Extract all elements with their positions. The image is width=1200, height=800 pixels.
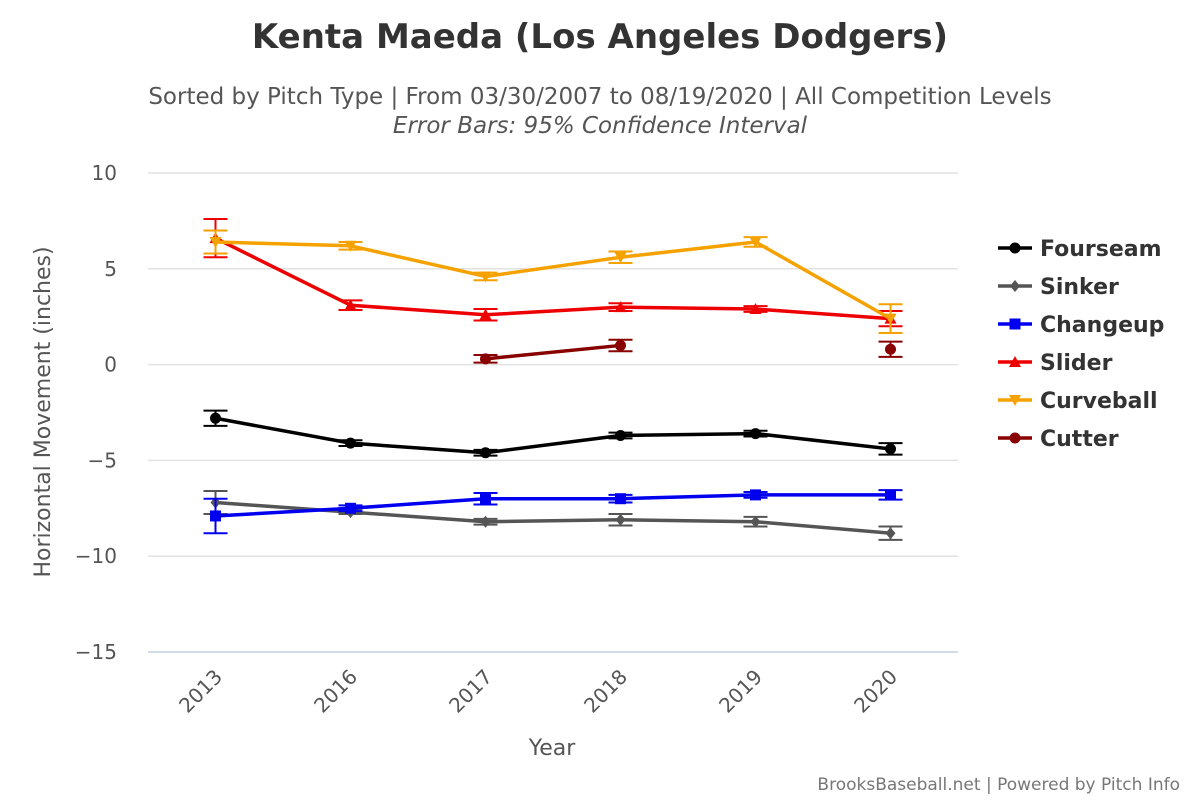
credits[interactable]: BrooksBaseball.net | Powered by Pitch In… [817, 775, 1180, 795]
cutter-point[interactable] [480, 353, 491, 365]
legend-item-slider[interactable]: Slider [998, 351, 1113, 376]
y-tick-label: −10 [75, 544, 117, 568]
changeup-point[interactable] [210, 510, 221, 522]
y-tick-label: 5 [104, 257, 117, 281]
legend-marker[interactable] [1010, 280, 1020, 292]
x-tick-label: 2016 [309, 665, 362, 718]
legend-marker[interactable] [1009, 356, 1021, 367]
sinker-point[interactable] [750, 515, 761, 528]
slider-point[interactable] [614, 301, 627, 313]
y-tick-label: 0 [104, 353, 117, 377]
changeup-point[interactable] [345, 502, 356, 514]
legend-marker[interactable] [1009, 432, 1021, 444]
slider-point[interactable] [344, 299, 357, 311]
changeup-point[interactable] [480, 493, 491, 505]
x-tick-label: 2013 [174, 665, 227, 718]
curveball-point[interactable] [209, 236, 222, 248]
curveball-point[interactable] [614, 252, 627, 264]
legend-label: Sinker [1040, 275, 1119, 300]
sinker-line [215, 500, 891, 535]
changeup-point[interactable] [750, 489, 761, 501]
fourseam-line [215, 416, 891, 455]
legend-item-sinker[interactable]: Sinker [998, 275, 1119, 300]
curveball-point[interactable] [344, 240, 357, 252]
curveball-point[interactable] [749, 236, 762, 248]
fourseam-point[interactable] [345, 437, 356, 449]
legend-label: Cutter [1040, 427, 1119, 452]
chart-subtitle-error-bars: Error Bars: 95% Confidence Interval [393, 113, 808, 139]
fourseam-point[interactable] [885, 443, 896, 455]
fourseam-point[interactable] [480, 447, 491, 459]
series-changeup [203, 489, 903, 535]
chart-title: Kenta Maeda (Los Angeles Dodgers) [252, 17, 948, 57]
changeup-point[interactable] [885, 489, 896, 501]
y-tick-label: 10 [92, 161, 117, 185]
grid [148, 172, 958, 653]
series-cutter [473, 338, 903, 365]
sinker-point[interactable] [885, 527, 896, 540]
slider-line [214, 236, 891, 321]
legend-label: Curveball [1040, 389, 1158, 414]
series-curveball [203, 229, 903, 334]
y-axis-title: Horizontal Movement (inches) [31, 246, 56, 577]
sinker-point[interactable] [615, 513, 626, 526]
x-axis-ticks: 2013 2016 2017 2018 2019 2020 [174, 665, 902, 718]
cutter-point[interactable] [885, 343, 896, 355]
fourseam-point[interactable] [210, 412, 221, 424]
fourseam-point[interactable] [615, 429, 626, 441]
legend-marker[interactable] [1009, 395, 1021, 406]
curveball-line [215, 240, 892, 321]
x-tick-label: 2019 [714, 665, 767, 718]
series-layer [203, 217, 903, 541]
legend-marker[interactable] [1009, 242, 1021, 254]
legend-label: Slider [1040, 351, 1113, 376]
slider-point[interactable] [749, 303, 762, 315]
changeup-line [215, 493, 891, 518]
legend-item-fourseam[interactable]: Fourseam [998, 237, 1162, 262]
series-fourseam [203, 409, 903, 459]
chart-subtitle: Sorted by Pitch Type | From 03/30/2007 t… [148, 84, 1051, 110]
curveball-point[interactable] [884, 313, 897, 325]
legend-label: Changeup [1040, 313, 1164, 338]
slider-point[interactable] [479, 308, 492, 320]
changeup-point[interactable] [615, 493, 626, 505]
y-axis-ticks: 10 5 0 −5 −10 −15 [75, 161, 117, 664]
legend-label: Fourseam [1040, 237, 1162, 262]
x-axis-title: Year [528, 736, 577, 761]
y-tick-label: −15 [75, 640, 117, 664]
sinker-point[interactable] [480, 515, 491, 528]
curveball-point[interactable] [479, 271, 492, 283]
cutter-line [485, 343, 621, 361]
x-tick-label: 2018 [579, 665, 632, 718]
x-tick-label: 2020 [849, 665, 902, 718]
legend: Fourseam Sinker Changeup Slider Curveball Cut… [998, 237, 1164, 452]
legend-item-curveball[interactable]: Curveball [998, 389, 1158, 414]
y-tick-label: −5 [88, 448, 117, 472]
legend-item-cutter[interactable]: Cutter [998, 427, 1119, 452]
legend-item-changeup[interactable]: Changeup [998, 313, 1164, 338]
cutter-point[interactable] [615, 339, 626, 351]
fourseam-point[interactable] [750, 428, 761, 440]
series-slider [203, 217, 903, 328]
legend-marker[interactable] [1009, 318, 1021, 330]
x-tick-label: 2017 [444, 665, 497, 718]
